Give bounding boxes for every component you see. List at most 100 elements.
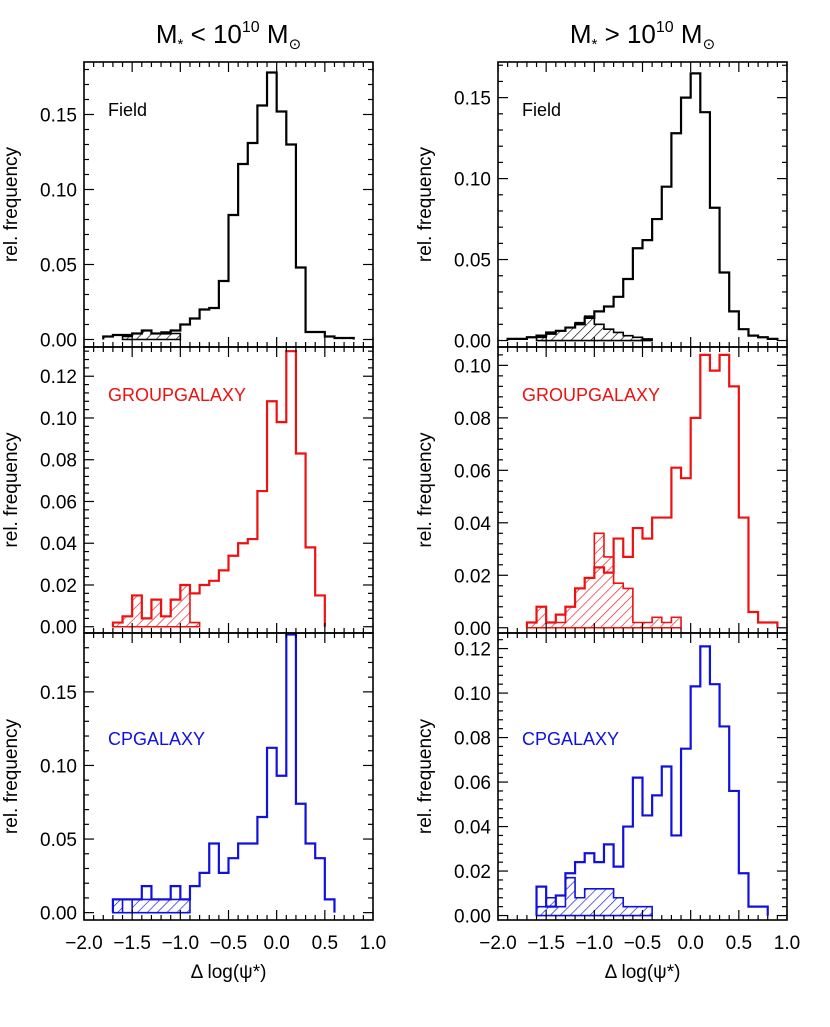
histogram-bin [200, 585, 210, 627]
histogram-bin [768, 339, 778, 341]
histogram-bin [623, 279, 633, 341]
title-subscript: * [178, 36, 184, 53]
histogram-bin [700, 646, 710, 915]
histogram-hatched-series [535, 876, 653, 917]
hatched-bin [171, 600, 181, 627]
y-tick-label: 0.04 [454, 514, 491, 535]
y-tick-label: 0.06 [40, 492, 77, 513]
hatched-bin [565, 607, 575, 628]
x-tick-label: −1.0 [162, 933, 200, 954]
hatched-bin [565, 878, 575, 916]
histogram-bin [325, 899, 335, 912]
histogram-bin [700, 112, 710, 340]
histogram-bin [729, 386, 739, 627]
histogram-bin [739, 873, 749, 915]
histogram-bin [344, 338, 354, 340]
histogram-bin [209, 308, 219, 340]
histogram-hatched-series [112, 584, 201, 628]
y-tick-label: 0.12 [40, 367, 77, 388]
x-tick-label: 0.0 [263, 933, 289, 954]
hatched-bin [142, 899, 152, 912]
column-title: M* < 1010 M⊙ [156, 19, 301, 53]
y-tick-label: 0.00 [454, 619, 491, 640]
x-tick-label: −0.5 [210, 933, 248, 954]
histogram-bin [633, 778, 643, 916]
hatched-bin [643, 339, 653, 341]
hatched-bin [633, 623, 643, 628]
histogram-bin [219, 570, 229, 626]
hatched-bin [161, 332, 171, 340]
hatched-bin [171, 334, 181, 340]
histogram-bin [739, 329, 749, 340]
histogram-bin [691, 73, 701, 340]
hatched-bin [633, 337, 643, 340]
histogram-bin [277, 422, 287, 627]
column-title: M* > 1010 M⊙ [570, 19, 715, 53]
hatched-bin [585, 889, 595, 916]
histogram-hatched-series [112, 898, 191, 914]
panel-low-groupgalaxy: 0.00 0.02 0.04 0.06 0.08 0.10 0.12 rel. frequen… [1, 346, 374, 639]
hatched-bin [614, 332, 624, 340]
panel-label: CPGALAXY [522, 729, 619, 749]
hatched-bin [190, 623, 200, 627]
histogram-bin [209, 581, 219, 627]
x-tick-label: −1.5 [113, 933, 151, 954]
title-exponent: 10 [242, 19, 260, 36]
y-tick-label: 0.10 [40, 181, 77, 202]
x-tick-label: 1.0 [774, 933, 800, 954]
histogram-bin [229, 858, 239, 912]
histogram-bin [277, 776, 287, 913]
y-axis-label: rel. frequency [1, 718, 22, 834]
histogram-bin [710, 371, 720, 628]
hatched-bin [662, 623, 672, 628]
histogram-bin [748, 336, 758, 341]
hatched-bin [565, 328, 575, 341]
panel-label: CPGALAXY [108, 729, 205, 749]
histogram-bin [652, 795, 662, 915]
panel-low-cpgalaxy: 0.00 0.05 0.10 0.15 rel. frequency CPGALAXY −2… [1, 632, 386, 983]
histogram-bin [238, 164, 248, 340]
histogram-bin [296, 453, 306, 626]
histogram-bin [286, 634, 296, 912]
histogram-bin [643, 815, 653, 915]
y-tick-label: 0.04 [454, 818, 491, 839]
histogram-bin [517, 339, 527, 341]
hatched-bin [180, 899, 190, 912]
title-relation: > 10 [597, 19, 656, 49]
hatched-bin [623, 336, 633, 341]
hatched-bin [614, 898, 624, 916]
y-tick-label: 0.10 [40, 756, 77, 777]
y-tick-label: 0.12 [454, 640, 491, 661]
histogram-hatched-series [535, 315, 653, 342]
x-tick-label: 0.0 [677, 933, 703, 954]
hatched-bin [623, 907, 633, 916]
y-tick-label: 0.06 [454, 773, 491, 794]
title-symbol: M [570, 19, 592, 49]
hatched-bin [151, 334, 161, 340]
histogram-bin [758, 337, 768, 340]
hatched-bin [123, 337, 133, 340]
hatched-bin [546, 898, 556, 916]
hatched-bin [575, 898, 585, 916]
histogram-bin [229, 556, 239, 627]
histogram-bin [286, 351, 296, 627]
hatched-bin [671, 617, 681, 627]
title-unit-subscript: ⊙ [289, 36, 302, 53]
histogram-bin [267, 401, 277, 626]
histogram-bin [286, 145, 296, 340]
y-tick-label: 0.10 [454, 356, 491, 377]
histogram-bin [710, 208, 720, 341]
y-tick-label: 0.02 [454, 566, 491, 587]
histogram-bin [671, 468, 681, 628]
histogram-bin [315, 332, 325, 340]
panel-label: GROUPGALAXY [522, 385, 660, 405]
histogram-bin [257, 817, 267, 913]
panel-label: Field [522, 100, 561, 120]
hatched-bin [151, 600, 161, 627]
hatched-bin [113, 899, 123, 912]
hatched-bin [594, 889, 604, 916]
y-tick-label: 0.00 [454, 907, 491, 928]
hatched-bin [142, 331, 152, 340]
